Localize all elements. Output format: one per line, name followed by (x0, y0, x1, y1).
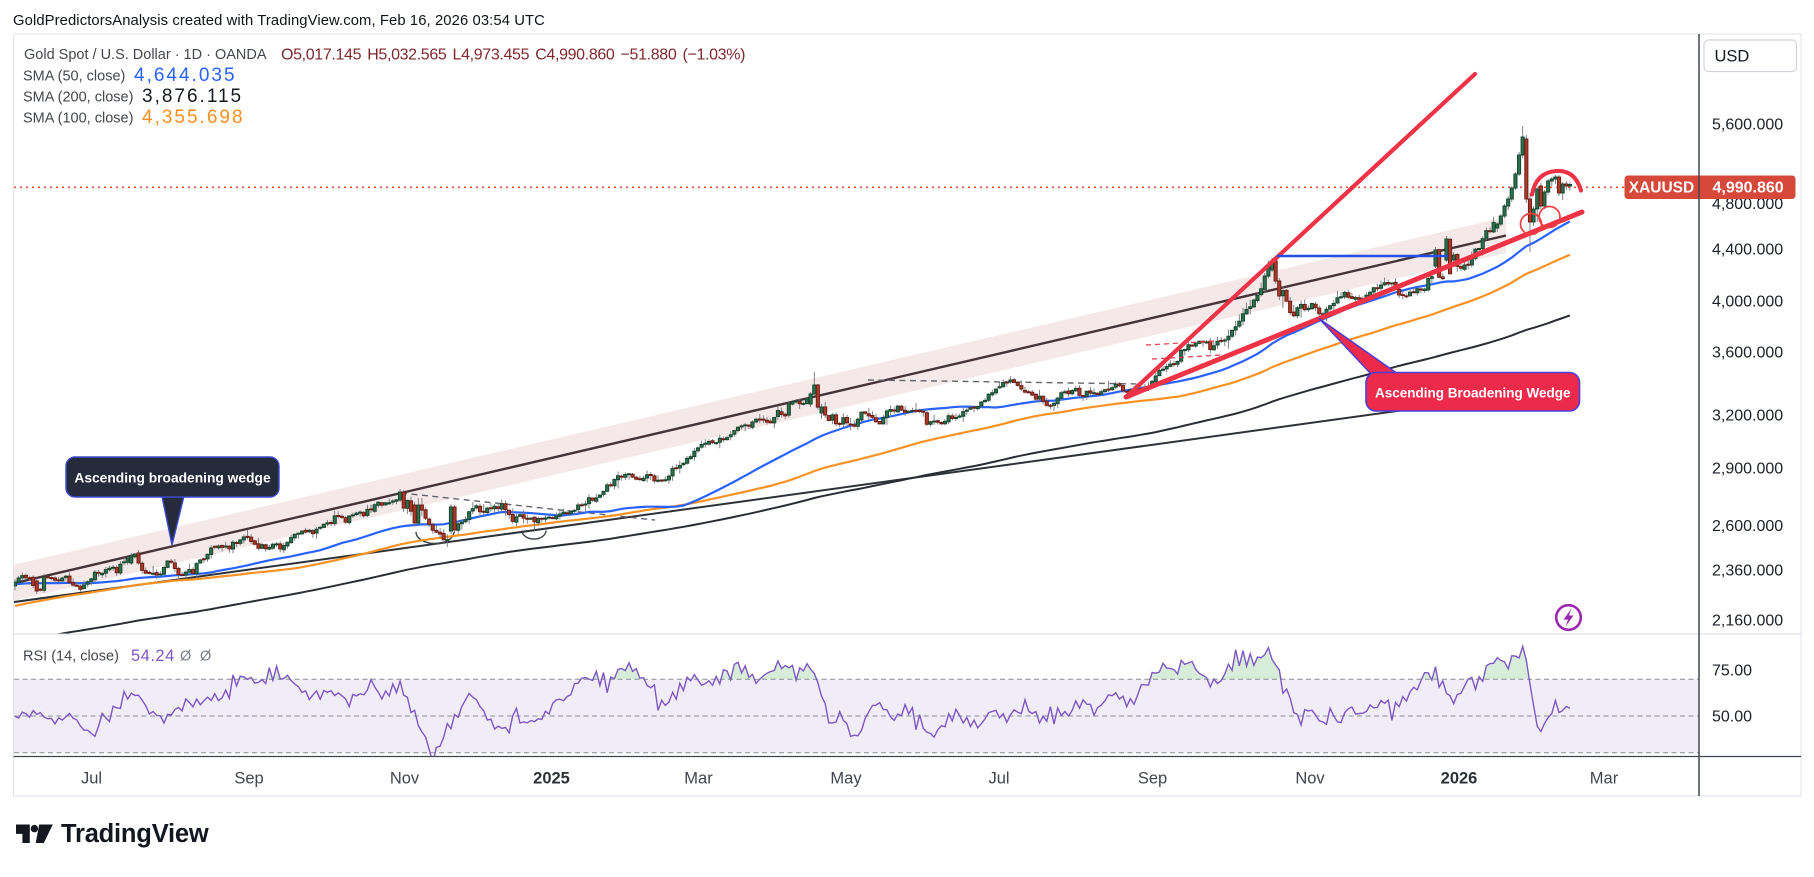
svg-text:XAUUSD: XAUUSD (1629, 180, 1694, 197)
svg-text:Ø: Ø (180, 649, 191, 665)
svg-text:54.24: 54.24 (131, 647, 175, 665)
svg-text:2,900.000: 2,900.000 (1712, 461, 1783, 478)
svg-text:Nov: Nov (1295, 770, 1325, 788)
svg-text:RSI (14, close): RSI (14, close) (23, 649, 119, 665)
svg-text:Sep: Sep (234, 770, 263, 788)
svg-text:May: May (830, 770, 862, 788)
svg-text:Mar: Mar (1590, 770, 1619, 788)
svg-text:4,400.000: 4,400.000 (1712, 242, 1783, 259)
svg-text:O5,017.145 H5,032.565 L4,973.4: O5,017.145 H5,032.565 L4,973.455 C4,990.… (281, 47, 745, 64)
svg-text:4,355.698: 4,355.698 (142, 107, 245, 128)
svg-text:Gold Spot / U.S. Dollar · 1D ·: Gold Spot / U.S. Dollar · 1D · OANDA (24, 47, 267, 63)
svg-text:2,360.000: 2,360.000 (1712, 563, 1783, 580)
svg-text:4,800.000: 4,800.000 (1712, 196, 1783, 213)
svg-text:2026: 2026 (1441, 770, 1478, 788)
svg-text:4,644.035: 4,644.035 (134, 65, 237, 86)
svg-text:2025: 2025 (533, 770, 570, 788)
svg-text:SMA (100, close): SMA (100, close) (23, 111, 133, 127)
svg-text:4,990.860: 4,990.860 (1713, 180, 1784, 197)
svg-text:2,600.000: 2,600.000 (1712, 518, 1783, 535)
svg-text:75.00: 75.00 (1712, 663, 1752, 680)
svg-text:SMA (200, close): SMA (200, close) (23, 90, 133, 106)
svg-text:GoldPredictorsAnalysis created: GoldPredictorsAnalysis created with Trad… (13, 13, 545, 29)
svg-text:3,600.000: 3,600.000 (1712, 345, 1783, 362)
svg-text:Jul: Jul (81, 770, 102, 788)
svg-text:SMA (50, close): SMA (50, close) (23, 69, 125, 85)
svg-text:USD: USD (1715, 48, 1750, 66)
svg-text:Ascending broadening wedge: Ascending broadening wedge (74, 471, 271, 486)
svg-text:50.00: 50.00 (1712, 709, 1752, 726)
svg-text:2,160.000: 2,160.000 (1712, 613, 1783, 630)
svg-text:Sep: Sep (1138, 770, 1167, 788)
svg-text:Mar: Mar (684, 770, 713, 788)
svg-text:Nov: Nov (390, 770, 420, 788)
svg-text:TradingView: TradingView (61, 820, 209, 848)
svg-text:4,000.000: 4,000.000 (1712, 294, 1783, 311)
svg-text:Ø: Ø (200, 649, 211, 665)
svg-text:Ascending Broadening Wedge: Ascending Broadening Wedge (1375, 386, 1571, 401)
svg-text:5,600.000: 5,600.000 (1712, 117, 1783, 134)
svg-text:3,200.000: 3,200.000 (1712, 408, 1783, 425)
svg-text:Jul: Jul (988, 770, 1009, 788)
svg-text:3,876.115: 3,876.115 (142, 86, 243, 107)
